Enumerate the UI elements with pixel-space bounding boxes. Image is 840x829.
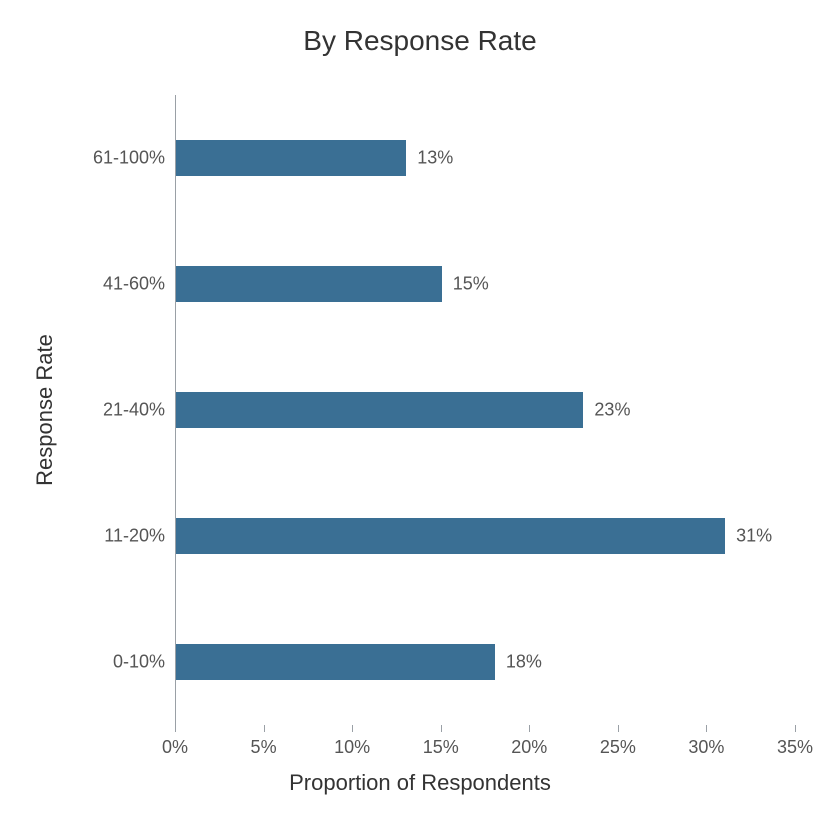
- bar: [176, 644, 495, 680]
- chart-title: By Response Rate: [0, 25, 840, 57]
- x-tick: [529, 725, 530, 732]
- bar-value-label: 31%: [736, 526, 772, 547]
- y-category-label: 21-40%: [103, 400, 165, 421]
- x-tick: [175, 725, 176, 732]
- bar: [176, 518, 725, 554]
- bar: [176, 392, 583, 428]
- y-category-label: 61-100%: [93, 148, 165, 169]
- x-tick: [352, 725, 353, 732]
- x-tick: [618, 725, 619, 732]
- x-tick: [264, 725, 265, 732]
- x-tick-label: 25%: [600, 737, 636, 758]
- bar-value-label: 18%: [506, 652, 542, 673]
- x-axis-title: Proportion of Respondents: [0, 770, 840, 796]
- x-tick-label: 30%: [688, 737, 724, 758]
- x-tick: [795, 725, 796, 732]
- y-category-label: 0-10%: [113, 652, 165, 673]
- x-tick: [441, 725, 442, 732]
- bar-value-label: 23%: [594, 400, 630, 421]
- x-tick-label: 10%: [334, 737, 370, 758]
- bar: [176, 140, 406, 176]
- bar-value-label: 15%: [453, 274, 489, 295]
- y-category-label: 41-60%: [103, 274, 165, 295]
- x-tick-label: 35%: [777, 737, 813, 758]
- x-tick-label: 15%: [423, 737, 459, 758]
- x-tick-label: 0%: [162, 737, 188, 758]
- x-tick-label: 5%: [251, 737, 277, 758]
- y-category-label: 11-20%: [104, 526, 165, 547]
- bar: [176, 266, 442, 302]
- chart-container: By Response Rate Response Rate Proportio…: [0, 0, 840, 829]
- y-axis-title: Response Rate: [32, 334, 58, 486]
- x-tick-label: 20%: [511, 737, 547, 758]
- bar-value-label: 13%: [417, 148, 453, 169]
- x-tick: [706, 725, 707, 732]
